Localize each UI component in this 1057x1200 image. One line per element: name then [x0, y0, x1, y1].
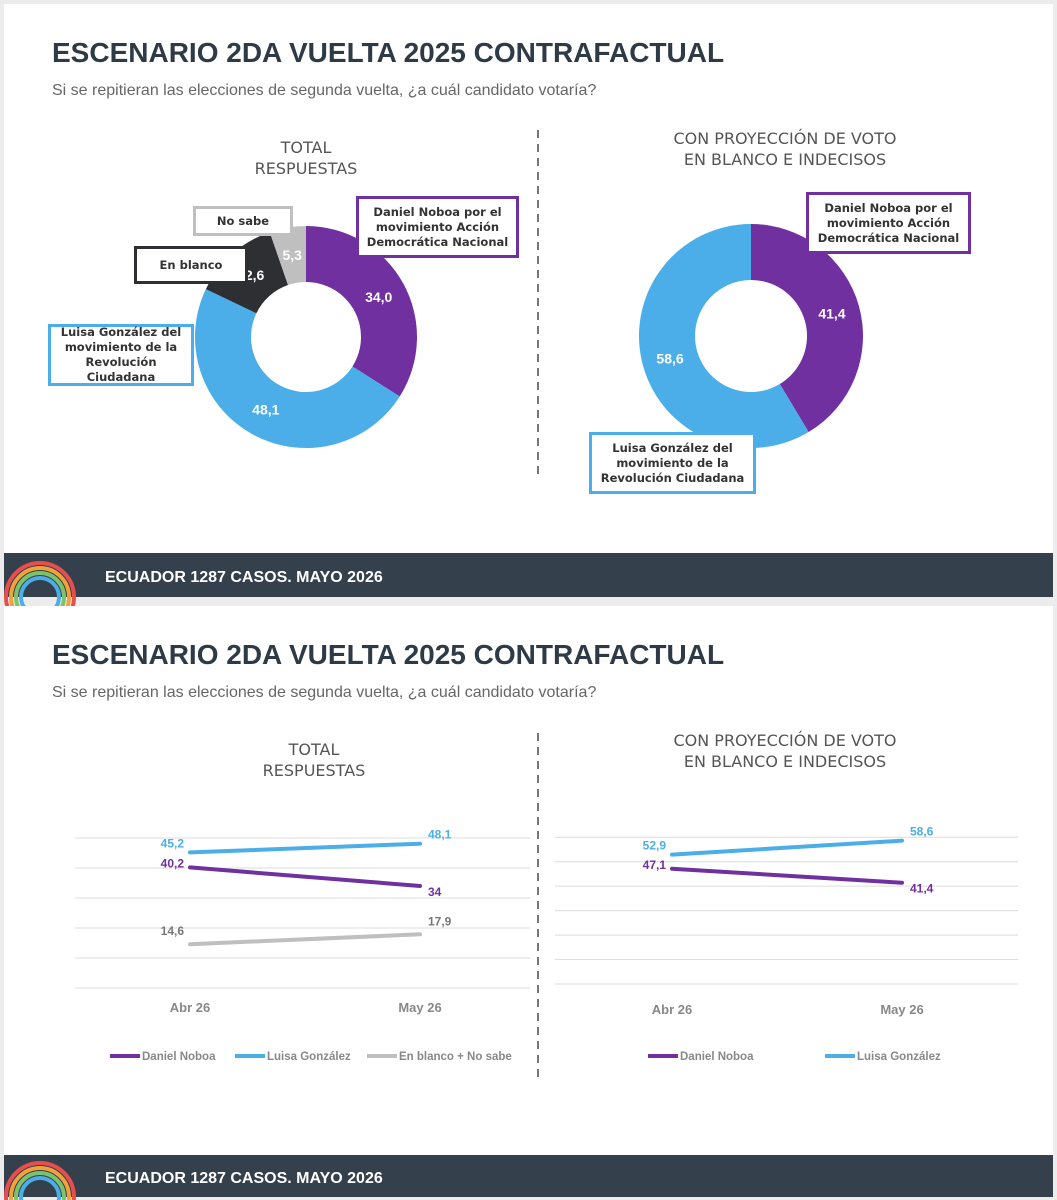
data-label: 5,3	[283, 247, 303, 263]
category-label: Luisa González del movimiento de la Revo…	[48, 324, 194, 386]
data-label: 40,2	[161, 856, 185, 870]
slide-subtitle: Si se repitieran las elecciones de segun…	[52, 82, 596, 99]
footer-text: ECUADOR 1287 CASOS. MAYO 2026	[105, 569, 383, 586]
data-label: 41,4	[910, 882, 934, 896]
legend-label: En blanco + No sabe	[399, 1051, 512, 1063]
data-label: 47,1	[643, 858, 667, 872]
category-label: No sabe	[193, 206, 293, 236]
legend-label: Daniel Noboa	[680, 1051, 754, 1063]
series-line	[188, 865, 422, 888]
footer-bar	[4, 1155, 1053, 1197]
category-label: Daniel Noboa por el movimiento Acción De…	[356, 196, 519, 258]
footer-text: ECUADOR 1287 CASOS. MAYO 2026	[105, 1170, 383, 1187]
data-label: 58,6	[656, 350, 683, 366]
chart-title: TOTAL RESPUESTAS	[254, 138, 358, 178]
slide-card	[4, 4, 1053, 597]
x-tick-label: May 26	[398, 1000, 441, 1015]
chart-title: CON PROYECCIÓN DE VOTO EN BLANCO E INDEC…	[673, 129, 897, 169]
series-line	[188, 841, 422, 855]
logo	[4, 1161, 76, 1200]
x-tick-label: May 26	[880, 1002, 923, 1017]
series-line	[670, 866, 904, 885]
slide-title: ESCENARIO 2DA VUELTA 2025 CONTRAFACTUAL	[52, 639, 724, 670]
donut-slice	[269, 226, 306, 286]
slide-title: ESCENARIO 2DA VUELTA 2025 CONTRAFACTUAL	[52, 37, 724, 68]
slide-card	[4, 606, 1053, 1197]
legend-label: Luisa González	[267, 1051, 351, 1063]
data-label: 58,6	[910, 825, 934, 839]
chart-title: TOTAL RESPUESTAS	[262, 740, 366, 780]
data-label: 34	[428, 885, 442, 899]
data-label: 52,9	[643, 839, 667, 853]
x-tick-label: Abr 26	[652, 1002, 692, 1017]
slide-subtitle: Si se repitieran las elecciones de segun…	[52, 684, 596, 701]
footer-bar	[4, 553, 1053, 597]
donut-slice	[194, 289, 400, 449]
series-line	[188, 932, 422, 947]
x-tick-label: Abr 26	[170, 1000, 210, 1015]
legend-label: Luisa González	[857, 1051, 941, 1063]
data-label: 48,1	[428, 828, 452, 842]
category-label: En blanco	[134, 246, 248, 284]
data-label: 14,6	[161, 924, 185, 938]
donut-slice	[306, 226, 418, 397]
chart-title: CON PROYECCIÓN DE VOTO EN BLANCO E INDEC…	[673, 731, 897, 771]
data-label: 45,2	[161, 836, 185, 850]
donut-slice	[638, 224, 809, 448]
category-label: Luisa González del movimiento de la Revo…	[589, 432, 756, 494]
category-label: Daniel Noboa por el movimiento Acción De…	[806, 192, 971, 254]
data-label: 34,0	[365, 289, 392, 305]
donut-slice	[751, 224, 863, 433]
data-label: 48,1	[252, 402, 279, 418]
legend-label: Daniel Noboa	[142, 1051, 216, 1063]
series-line	[670, 838, 904, 857]
data-label: 41,4	[818, 306, 845, 322]
data-label: 17,9	[428, 914, 452, 928]
